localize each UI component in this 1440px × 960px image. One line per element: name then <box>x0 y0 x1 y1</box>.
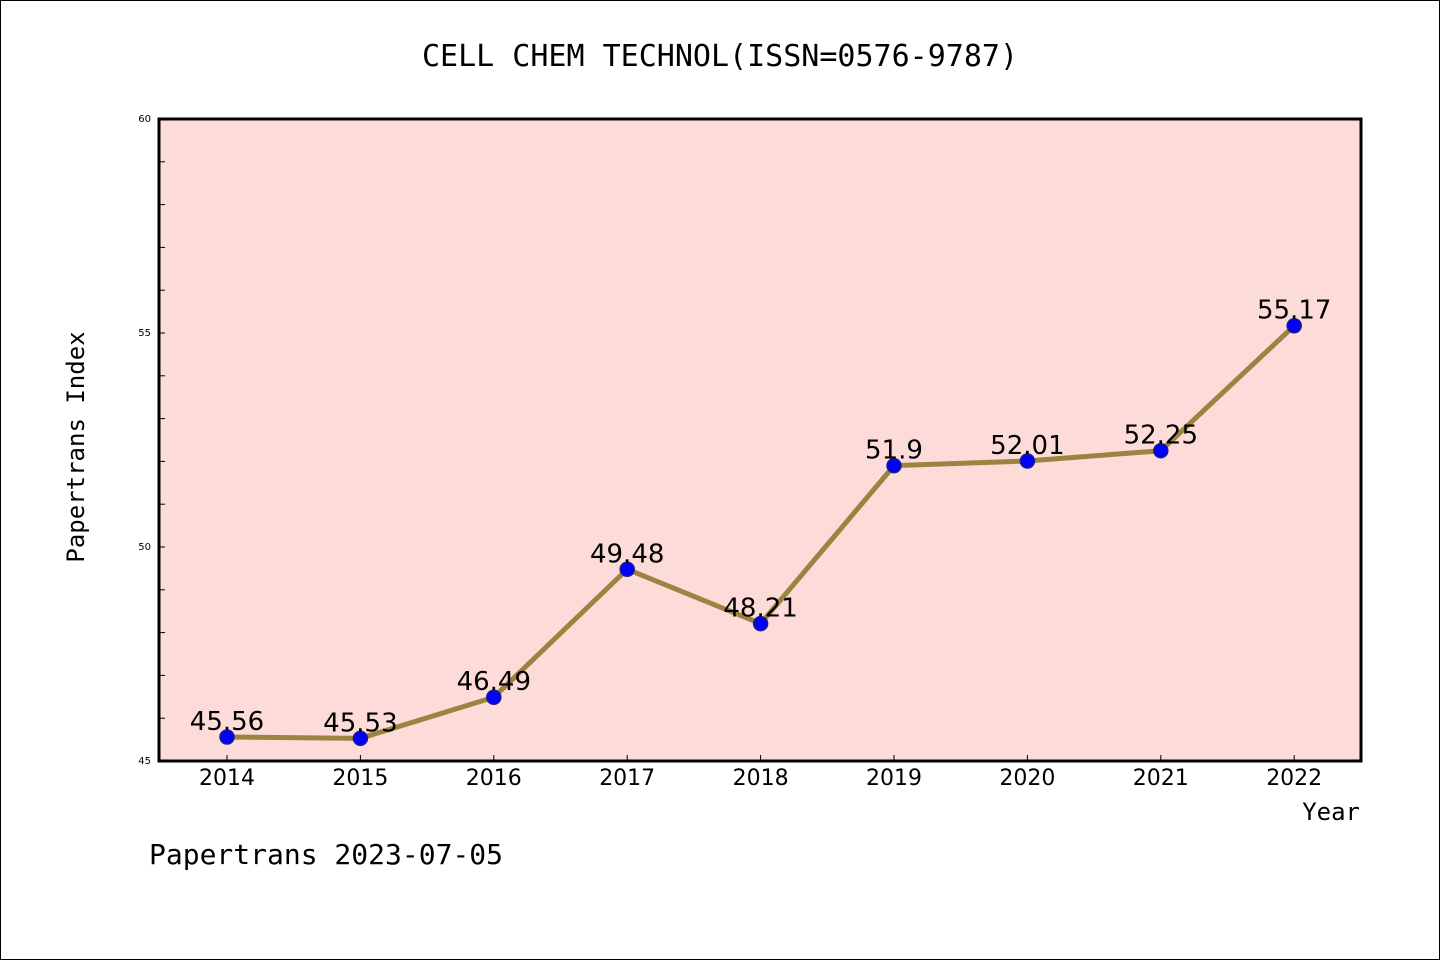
y-axis-title: Papertrans Index <box>62 331 90 562</box>
data-points <box>219 317 1302 747</box>
data-point <box>1019 453 1036 469</box>
x-tick-label: 2014 <box>199 766 255 791</box>
data-label: 52.01 <box>990 431 1064 461</box>
data-label: 45.53 <box>323 708 397 738</box>
y-tick-label: 55 <box>138 328 151 339</box>
chart-title: CELL CHEM TECHNOL(ISSN=0576-9787) <box>422 39 1018 74</box>
x-tick-label: 2016 <box>466 766 522 791</box>
data-point <box>219 729 235 745</box>
x-tick-label: 2020 <box>999 766 1055 791</box>
data-labels: 45.56 45.53 46.49 49.48 48.21 51.9 52.01 52.25 5… <box>190 296 1332 739</box>
data-point <box>752 615 769 632</box>
data-label: 48.21 <box>723 594 797 624</box>
data-point <box>1153 442 1169 459</box>
x-tick-label: 2021 <box>1133 766 1189 791</box>
data-label: 45.56 <box>190 707 264 737</box>
y-tick-label: 60 <box>138 114 151 125</box>
data-point <box>886 457 902 474</box>
plot-area <box>157 117 1363 763</box>
y-tick-label: 50 <box>138 542 151 553</box>
data-label: 49.48 <box>590 539 664 569</box>
y-axis: 45 50 55 60 <box>138 114 165 767</box>
data-label: 51.9 <box>865 436 923 466</box>
data-point <box>619 561 635 578</box>
x-tick-label: 2019 <box>866 766 922 791</box>
data-label: 52.25 <box>1124 421 1198 451</box>
x-tick-label: 2018 <box>733 766 789 791</box>
data-point <box>1286 317 1302 334</box>
y-tick-label: 45 <box>138 756 151 767</box>
footer-text: Papertrans 2023-07-05 <box>149 838 503 871</box>
x-axis-title: Year <box>1302 798 1360 826</box>
x-tick-label: 2022 <box>1266 766 1322 791</box>
data-label: 46.49 <box>457 667 531 697</box>
x-axis: 2014 2015 2016 2017 2018 2019 2020 2021 2022 <box>199 755 1322 791</box>
data-point <box>486 689 502 705</box>
data-label: 55.17 <box>1257 296 1331 326</box>
x-tick-label: 2015 <box>332 766 388 791</box>
data-point <box>352 730 369 747</box>
x-tick-label: 2017 <box>599 766 655 791</box>
